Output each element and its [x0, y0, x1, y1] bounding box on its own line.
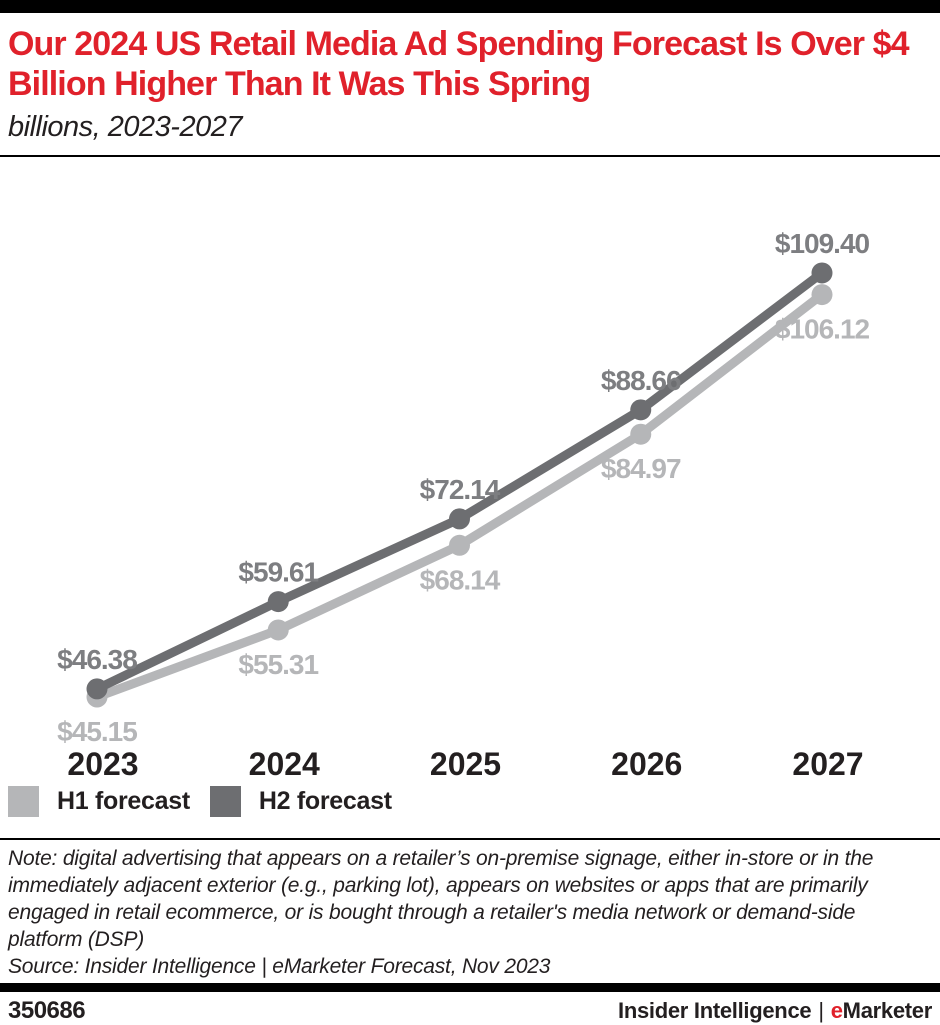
h1-forecast-value-label-2024: $55.31 [238, 649, 318, 680]
legend-swatch [8, 786, 39, 817]
line-chart-canvas: $45.15 $55.31 $68.14 $84.97 $106.12 $46.38 $59… [57, 228, 870, 777]
line-chart: $45.15 $55.31 $68.14 $84.97 $106.12 $46.38 $59… [0, 157, 940, 777]
brand-logo: Insider Intelligence | eMarketer [618, 998, 932, 1024]
x-axis-label-2023: 2023 [67, 746, 138, 777]
h1-forecast-value-label-2023: $45.15 [57, 716, 137, 747]
legend-label: H1 forecast [57, 787, 190, 815]
legend-item-h1-forecast: H1 forecast [8, 786, 190, 817]
h2-forecast-point-2023 [86, 678, 108, 700]
x-axis-label-2027: 2027 [792, 746, 863, 777]
legend-swatch [209, 786, 241, 817]
note-text: Note: digital advertising that appears o… [8, 847, 874, 951]
h1-forecast-value-label-2027: $106.12 [775, 314, 870, 345]
h2-forecast-point-2027 [811, 262, 833, 284]
x-axis-label-2025: 2025 [430, 746, 501, 777]
h1-forecast-point-2025 [449, 534, 470, 556]
chart-legend: H1 forecast H2 forecast [0, 777, 940, 817]
legend-label: H2 forecast [258, 787, 392, 815]
h1-forecast-point-2027 [811, 284, 833, 306]
footer-divider-bar [0, 983, 940, 992]
chart-title: Our 2024 US Retail Media Ad Spending For… [8, 25, 910, 103]
chart-header: Our 2024 US Retail Media Ad Spending For… [0, 13, 940, 144]
footnote-section: Note: digital advertising that appears o… [0, 838, 940, 980]
x-axis-label-2026: 2026 [611, 746, 682, 777]
h2-forecast-value-label-2025: $72.14 [420, 474, 501, 505]
brand-separator: | [818, 998, 824, 1023]
h2-forecast-value-label-2026: $88.66 [601, 365, 681, 396]
legend-item-h2-forecast: H2 forecast [209, 786, 392, 817]
x-axis-label-2024: 2024 [249, 746, 320, 777]
h2-forecast-point-2026 [630, 399, 652, 421]
source-text: Source: Insider Intelligence | eMarketer… [8, 955, 551, 978]
h2-forecast-value-label-2024: $59.61 [238, 557, 318, 588]
brand-insider-intelligence: Insider Intelligence [618, 998, 812, 1023]
h2-forecast-value-label-2023: $46.38 [57, 644, 137, 675]
h1-forecast-point-2024 [267, 619, 289, 641]
brand-emarketer-e: e [830, 998, 843, 1023]
h1-forecast-point-2026 [630, 423, 652, 445]
header-divider [0, 155, 940, 157]
chart-subtitle: billions, 2023-2027 [8, 111, 242, 143]
chart-id: 350686 [8, 997, 86, 1024]
top-bar [0, 0, 940, 13]
h1-forecast-value-label-2025: $68.14 [420, 564, 501, 595]
h1-forecast-value-label-2026: $84.97 [601, 453, 681, 484]
brand-emarketer-rest: Marketer [842, 998, 933, 1023]
h2-forecast-point-2025 [449, 508, 470, 530]
h2-forecast-point-2024 [267, 591, 289, 613]
h2-forecast-value-label-2027: $109.40 [775, 228, 870, 259]
footer: 350686 Insider Intelligence | eMarketer [0, 992, 940, 1025]
